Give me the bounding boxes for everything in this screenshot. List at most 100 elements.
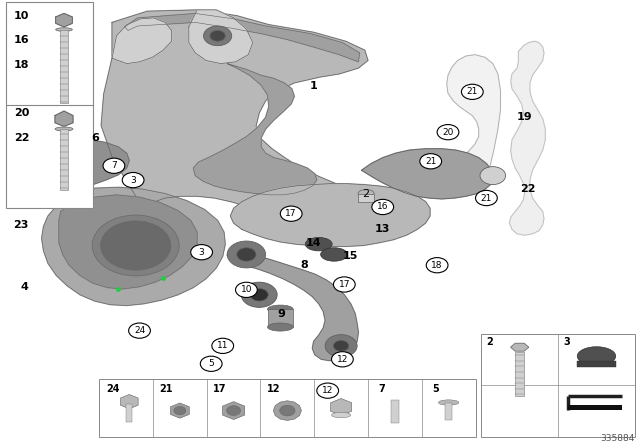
Circle shape bbox=[461, 84, 483, 99]
Circle shape bbox=[333, 340, 349, 351]
Circle shape bbox=[236, 282, 257, 297]
Circle shape bbox=[280, 206, 302, 221]
Text: 7: 7 bbox=[378, 384, 385, 394]
Text: 22: 22 bbox=[520, 184, 536, 194]
Polygon shape bbox=[55, 111, 73, 126]
Text: 11: 11 bbox=[217, 341, 228, 350]
Circle shape bbox=[210, 30, 225, 41]
Ellipse shape bbox=[268, 305, 293, 313]
Text: 17: 17 bbox=[213, 384, 227, 394]
Text: 18: 18 bbox=[14, 60, 29, 70]
Bar bbox=[126, 404, 132, 422]
Circle shape bbox=[237, 248, 256, 261]
FancyBboxPatch shape bbox=[481, 334, 635, 437]
Text: 18: 18 bbox=[431, 261, 443, 270]
Polygon shape bbox=[362, 149, 493, 199]
Circle shape bbox=[122, 172, 144, 188]
Text: 7: 7 bbox=[111, 161, 116, 170]
Circle shape bbox=[420, 154, 442, 169]
Text: 14: 14 bbox=[306, 238, 321, 248]
Ellipse shape bbox=[321, 248, 348, 261]
Text: 12: 12 bbox=[322, 386, 333, 395]
Bar bbox=[515, 352, 524, 396]
Circle shape bbox=[204, 26, 232, 46]
Polygon shape bbox=[31, 187, 225, 306]
Text: 13: 13 bbox=[375, 224, 390, 234]
Text: 19: 19 bbox=[517, 112, 532, 122]
Ellipse shape bbox=[358, 190, 374, 198]
Circle shape bbox=[212, 338, 234, 353]
Bar bbox=[60, 30, 68, 103]
Text: 3: 3 bbox=[563, 337, 570, 347]
Polygon shape bbox=[509, 41, 545, 235]
Ellipse shape bbox=[268, 323, 293, 331]
Circle shape bbox=[191, 245, 212, 260]
Circle shape bbox=[227, 406, 241, 416]
Polygon shape bbox=[59, 195, 197, 289]
Text: 16: 16 bbox=[377, 202, 388, 211]
Text: 16: 16 bbox=[14, 35, 29, 45]
Text: 8: 8 bbox=[300, 260, 308, 270]
Bar bbox=[391, 400, 399, 423]
Text: 23: 23 bbox=[13, 220, 28, 230]
Text: 3: 3 bbox=[131, 176, 136, 185]
Circle shape bbox=[437, 125, 459, 140]
Text: 335884: 335884 bbox=[600, 434, 635, 443]
Text: 10: 10 bbox=[14, 11, 29, 21]
Polygon shape bbox=[193, 64, 317, 195]
Text: 9: 9 bbox=[278, 310, 285, 319]
Circle shape bbox=[476, 190, 497, 206]
Ellipse shape bbox=[55, 127, 73, 131]
Bar bbox=[60, 129, 68, 190]
Bar bbox=[577, 361, 616, 367]
Text: 24: 24 bbox=[134, 326, 145, 335]
Circle shape bbox=[372, 199, 394, 215]
Text: 12: 12 bbox=[337, 355, 348, 364]
Polygon shape bbox=[125, 13, 360, 62]
Text: 20: 20 bbox=[442, 128, 454, 137]
Bar bbox=[358, 194, 374, 202]
Text: 22: 22 bbox=[14, 133, 29, 143]
Circle shape bbox=[103, 158, 125, 173]
Text: 24: 24 bbox=[106, 384, 120, 394]
Polygon shape bbox=[447, 55, 500, 192]
Circle shape bbox=[480, 167, 506, 185]
Text: 2: 2 bbox=[486, 337, 493, 347]
Circle shape bbox=[250, 289, 268, 301]
Polygon shape bbox=[189, 10, 253, 64]
Text: 17: 17 bbox=[339, 280, 350, 289]
Circle shape bbox=[426, 258, 448, 273]
FancyBboxPatch shape bbox=[99, 379, 476, 437]
Circle shape bbox=[100, 221, 171, 270]
Text: 21: 21 bbox=[425, 157, 436, 166]
Text: 21: 21 bbox=[467, 87, 478, 96]
Circle shape bbox=[129, 323, 150, 338]
Ellipse shape bbox=[577, 347, 616, 366]
Circle shape bbox=[241, 282, 277, 307]
Text: 11: 11 bbox=[321, 384, 335, 394]
Text: 20: 20 bbox=[14, 108, 29, 118]
Polygon shape bbox=[112, 18, 172, 64]
Ellipse shape bbox=[332, 412, 351, 418]
Text: 12: 12 bbox=[267, 384, 281, 394]
Circle shape bbox=[280, 405, 295, 416]
Text: 3: 3 bbox=[199, 248, 204, 257]
Polygon shape bbox=[511, 343, 529, 351]
Polygon shape bbox=[227, 247, 358, 361]
Circle shape bbox=[332, 352, 353, 367]
Ellipse shape bbox=[438, 400, 459, 405]
Text: 21: 21 bbox=[159, 384, 173, 394]
Text: 21: 21 bbox=[481, 194, 492, 202]
Ellipse shape bbox=[56, 28, 72, 31]
Text: 5: 5 bbox=[209, 359, 214, 368]
Circle shape bbox=[227, 241, 266, 268]
Polygon shape bbox=[101, 10, 368, 268]
Text: 17: 17 bbox=[285, 209, 297, 218]
Text: 2: 2 bbox=[362, 189, 370, 198]
Circle shape bbox=[325, 335, 357, 357]
Polygon shape bbox=[12, 139, 129, 194]
Bar bbox=[445, 402, 452, 420]
Circle shape bbox=[333, 277, 355, 292]
Text: 1: 1 bbox=[310, 81, 317, 91]
Text: 15: 15 bbox=[343, 251, 358, 261]
